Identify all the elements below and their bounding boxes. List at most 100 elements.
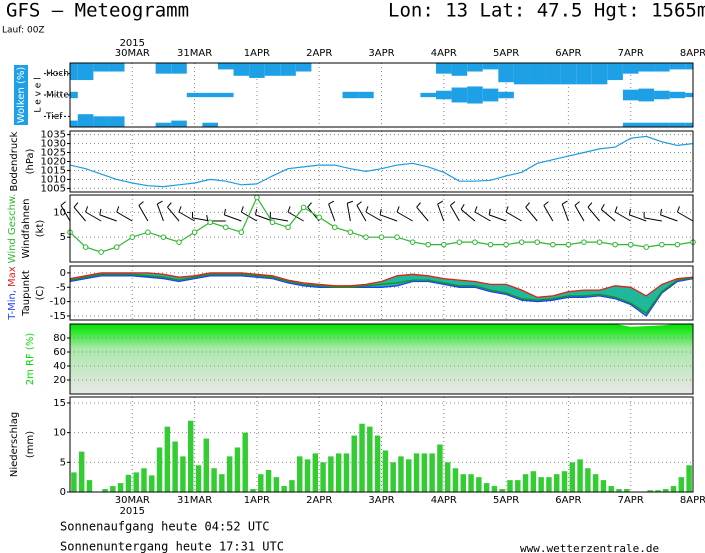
wind-speed-point bbox=[581, 239, 587, 245]
wind-barb-flag bbox=[99, 208, 102, 215]
cloud-cell bbox=[498, 91, 514, 99]
precip-bar bbox=[468, 474, 474, 492]
cloud-cell bbox=[654, 63, 670, 72]
wind-speed-point bbox=[113, 244, 120, 250]
wind-barb-flag bbox=[206, 215, 209, 222]
cloud-cell bbox=[108, 63, 125, 72]
cloud-cell bbox=[685, 63, 693, 70]
precip-bar bbox=[320, 462, 326, 492]
y-label: Niederschlag bbox=[9, 412, 20, 477]
ylabel-box bbox=[14, 65, 28, 125]
temperature-line bbox=[69, 273, 694, 314]
wind-barb-flag bbox=[505, 206, 509, 213]
wind-barb-flag bbox=[365, 206, 369, 213]
pressure-line bbox=[69, 135, 694, 188]
wind-speed-point bbox=[409, 239, 416, 245]
cloud-cell bbox=[186, 92, 203, 98]
wind-barb-flag bbox=[660, 208, 663, 215]
precip-bar bbox=[663, 489, 669, 492]
wind-barb-flag bbox=[574, 201, 580, 206]
wind-speed-point bbox=[363, 234, 369, 240]
wind-barb-flag bbox=[488, 208, 491, 215]
x-tick-label-top: 31MAR bbox=[177, 48, 212, 59]
cloud-cell bbox=[77, 114, 94, 127]
cloud-cell bbox=[622, 122, 639, 127]
precip-bar bbox=[670, 486, 677, 492]
y-unit: (mm) bbox=[25, 431, 36, 458]
x-tick-label-top: 1APR bbox=[244, 48, 270, 59]
cloud-cell bbox=[638, 88, 655, 102]
wind-barb bbox=[601, 209, 616, 222]
y-tick-label: -15 bbox=[50, 311, 66, 322]
precip-bar bbox=[515, 480, 521, 492]
wind-speed-point bbox=[627, 241, 634, 248]
cloud-cell bbox=[622, 63, 639, 74]
wind-speed-point bbox=[238, 229, 245, 236]
wind-barb bbox=[677, 211, 694, 222]
precip-bar bbox=[476, 477, 482, 492]
x-tick-label-top: 7APR bbox=[618, 48, 644, 59]
wind-barb bbox=[379, 214, 398, 222]
wind-barb bbox=[116, 211, 133, 222]
x-tick-label-bottom: 5APR bbox=[493, 495, 519, 506]
wind-speed-point bbox=[441, 241, 447, 248]
precip-bar bbox=[187, 420, 194, 492]
precip-bar bbox=[335, 453, 342, 492]
cloud-cell bbox=[545, 63, 561, 85]
x-tick-label-top: 3APR bbox=[368, 48, 394, 59]
wind-barb bbox=[270, 217, 289, 222]
source: www.wetterzentrale.de bbox=[520, 542, 659, 553]
wind-barb bbox=[241, 211, 258, 222]
wind-barb-flag bbox=[157, 200, 163, 205]
precip-bar bbox=[592, 474, 599, 492]
y-unit: (hPa) bbox=[25, 148, 36, 174]
wind-barb-flag bbox=[525, 202, 530, 208]
wind-barb bbox=[660, 214, 678, 222]
wind-barb bbox=[644, 217, 662, 222]
precip-bar bbox=[203, 438, 210, 492]
cloud-cell bbox=[467, 63, 483, 72]
wind-barb bbox=[328, 203, 336, 222]
location: Lon: 13 Lat: 47.5 Hgt: 1565m bbox=[388, 0, 705, 22]
precip-bar bbox=[569, 462, 576, 492]
legend-entry: Max bbox=[7, 266, 18, 287]
wind-speed-point bbox=[300, 204, 307, 211]
wind-speed-point bbox=[98, 249, 104, 255]
precip-bar bbox=[382, 450, 389, 492]
y-tick-label: 1005 bbox=[41, 183, 66, 194]
humidity-area bbox=[70, 324, 693, 394]
precip-bar bbox=[624, 489, 630, 492]
precip-bar bbox=[600, 480, 607, 492]
wind-barb bbox=[156, 203, 164, 222]
y-tick-label: 5 bbox=[60, 457, 66, 468]
wind-speed-point bbox=[674, 241, 681, 248]
wind-barb-flag bbox=[460, 203, 465, 210]
wind-barb bbox=[178, 211, 195, 222]
cloud-cell bbox=[669, 63, 686, 70]
precip-bar bbox=[328, 456, 334, 492]
wind-barb bbox=[614, 211, 631, 222]
cloud-cell bbox=[70, 63, 78, 81]
panel-frame bbox=[69, 62, 694, 128]
x-tick-label-bottom: 3APR bbox=[368, 495, 394, 506]
x-tick-label-top: 2APR bbox=[306, 48, 332, 59]
y-tick-label: 5 bbox=[60, 232, 66, 243]
wind-barb bbox=[346, 203, 351, 222]
wind-speed-point bbox=[472, 239, 478, 245]
wind-barb-flag bbox=[450, 201, 456, 206]
y-tick-label: 20 bbox=[53, 375, 66, 386]
precip-bar bbox=[226, 456, 233, 492]
cloud-cell bbox=[451, 63, 468, 76]
precip-bar bbox=[437, 444, 443, 492]
wind-barb-flag bbox=[543, 201, 549, 206]
y-tick-label: 80 bbox=[53, 333, 66, 344]
precip-bar bbox=[585, 468, 591, 492]
y-tick-label: 10 bbox=[53, 207, 66, 218]
cloud-cell bbox=[467, 86, 483, 104]
temperature-line bbox=[69, 272, 694, 298]
precip-bar bbox=[413, 453, 420, 492]
x-tick-label-bottom: 7APR bbox=[618, 495, 644, 506]
cloud-cell bbox=[70, 91, 78, 99]
y-tick-label: 1035 bbox=[41, 130, 66, 141]
precip-bar bbox=[647, 490, 653, 492]
